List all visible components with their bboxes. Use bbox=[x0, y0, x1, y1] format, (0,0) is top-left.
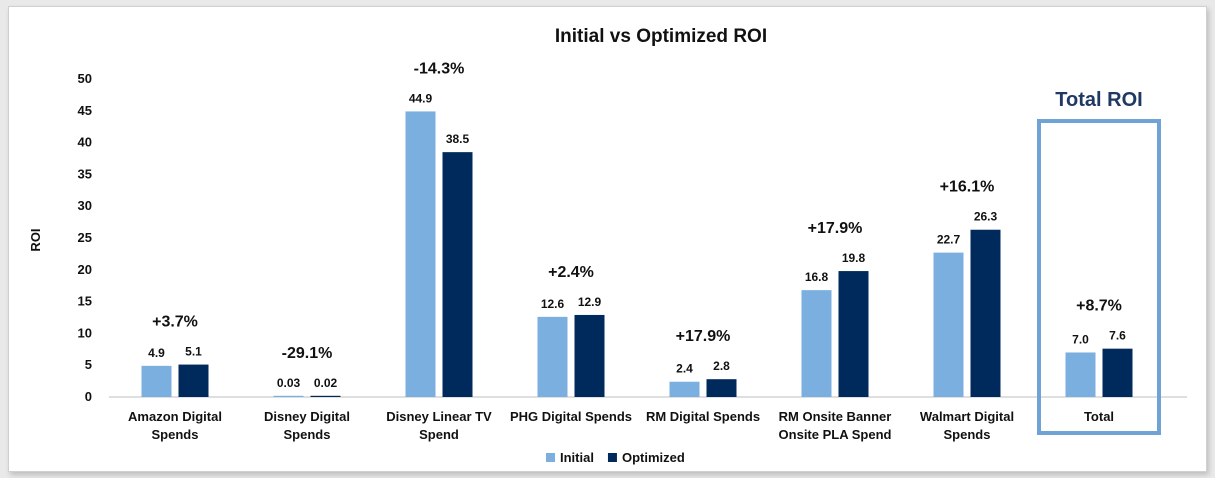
y-tick-label: 0 bbox=[85, 389, 92, 404]
bar-initial bbox=[273, 395, 304, 397]
bar-initial bbox=[537, 316, 568, 397]
category-label: Disney Digital bbox=[264, 409, 350, 424]
category-label: Spend bbox=[419, 427, 459, 442]
legend-swatch-optimized bbox=[607, 453, 617, 462]
change-label: +3.7% bbox=[152, 314, 198, 331]
category-label: Walmart Digital bbox=[920, 409, 1014, 424]
y-tick-label: 50 bbox=[78, 71, 92, 86]
category-label: RM Digital Spends bbox=[646, 409, 760, 424]
bar-optimized bbox=[574, 314, 605, 397]
legend-swatch-initial bbox=[546, 453, 555, 462]
bar-optimized bbox=[970, 229, 1001, 397]
legend-label-optimized: Optimized bbox=[622, 450, 685, 465]
category-label: PHG Digital Spends bbox=[510, 409, 632, 424]
data-label-optimized: 12.9 bbox=[578, 295, 602, 309]
category-label: Total bbox=[1084, 409, 1114, 424]
data-label-initial: 16.8 bbox=[805, 270, 829, 284]
data-label-initial: 2.4 bbox=[676, 362, 693, 376]
category-labels-group: Amazon Digital Spends Disney Digital Spends… bbox=[128, 409, 1114, 442]
value-labels-group: 4.9 5.1 0.03 0.02 44.9 38.5 12.6 12.9 2.4 2.8 16.8… bbox=[148, 91, 1126, 389]
data-label-optimized: 5.1 bbox=[185, 345, 202, 359]
change-labels-group: +3.7% -29.1% -14.3% +2.4% +17.9% +17.9% +16.1%… bbox=[152, 60, 1122, 361]
data-label-initial: 0.03 bbox=[277, 376, 301, 390]
data-label-initial: 7.0 bbox=[1072, 332, 1089, 346]
chart-legend: Initial Optimized bbox=[546, 450, 685, 465]
y-tick-label: 35 bbox=[78, 166, 92, 181]
data-label-initial: 4.9 bbox=[148, 346, 165, 360]
y-tick-label: 15 bbox=[78, 294, 92, 309]
data-label-initial: 22.7 bbox=[937, 233, 961, 247]
bar-optimized bbox=[178, 364, 209, 397]
bar-optimized bbox=[706, 379, 737, 397]
data-label-optimized: 19.8 bbox=[842, 251, 866, 265]
total-highlight: Total ROI bbox=[1037, 89, 1161, 435]
y-tick-label: 10 bbox=[78, 325, 92, 340]
data-label-optimized: 38.5 bbox=[446, 132, 470, 146]
change-label: +2.4% bbox=[548, 264, 594, 281]
bar-optimized bbox=[310, 395, 341, 397]
data-label-optimized: 0.02 bbox=[314, 376, 338, 390]
chart-title: Initial vs Optimized ROI bbox=[555, 26, 767, 47]
bar-initial bbox=[801, 290, 832, 397]
category-label: Spends bbox=[944, 427, 991, 442]
change-label: +8.7% bbox=[1076, 298, 1122, 315]
y-tick-label: 20 bbox=[78, 262, 92, 277]
category-label: Spends bbox=[284, 427, 331, 442]
bar-initial bbox=[933, 252, 964, 397]
y-tick-label: 40 bbox=[78, 135, 92, 150]
category-label: Amazon Digital bbox=[128, 409, 222, 424]
y-tick-label: 45 bbox=[78, 103, 92, 118]
bar-initial bbox=[669, 381, 700, 397]
total-highlight-box bbox=[1037, 119, 1161, 435]
chart-card: Initial vs Optimized ROI ROI 0 5 10 15 20 25 3… bbox=[8, 6, 1207, 472]
legend-label-initial: Initial bbox=[560, 450, 594, 465]
data-label-optimized: 26.3 bbox=[974, 210, 998, 224]
data-label-optimized: 2.8 bbox=[713, 359, 730, 373]
category-label: Onsite PLA Spend bbox=[779, 427, 892, 442]
change-label: -29.1% bbox=[282, 345, 333, 362]
y-axis-ticks: 0 5 10 15 20 25 30 35 40 45 50 bbox=[78, 71, 92, 404]
data-label-initial: 44.9 bbox=[409, 91, 433, 105]
category-label: Disney Linear TV bbox=[386, 409, 492, 424]
bar-optimized bbox=[1102, 348, 1133, 397]
bar-initial bbox=[405, 111, 436, 397]
y-axis-label: ROI bbox=[28, 228, 43, 251]
category-label: RM Onsite Banner bbox=[779, 409, 892, 424]
change-label: +17.9% bbox=[808, 220, 863, 237]
y-tick-label: 30 bbox=[78, 198, 92, 213]
bar-optimized bbox=[442, 152, 473, 397]
bar-initial bbox=[141, 365, 172, 397]
bar-initial bbox=[1065, 352, 1096, 397]
change-label: +17.9% bbox=[676, 328, 731, 345]
total-roi-label: Total ROI bbox=[1055, 89, 1142, 111]
roi-bar-chart: Initial vs Optimized ROI ROI 0 5 10 15 20 25 3… bbox=[28, 26, 1187, 465]
change-label: +16.1% bbox=[940, 179, 995, 196]
data-label-initial: 12.6 bbox=[541, 297, 565, 311]
bar-optimized bbox=[838, 271, 869, 397]
y-tick-label: 5 bbox=[85, 357, 92, 372]
category-label: Spends bbox=[152, 427, 199, 442]
change-label: -14.3% bbox=[414, 60, 465, 77]
y-tick-label: 25 bbox=[78, 230, 92, 245]
data-label-optimized: 7.6 bbox=[1109, 329, 1126, 343]
bars-group bbox=[141, 111, 1133, 397]
